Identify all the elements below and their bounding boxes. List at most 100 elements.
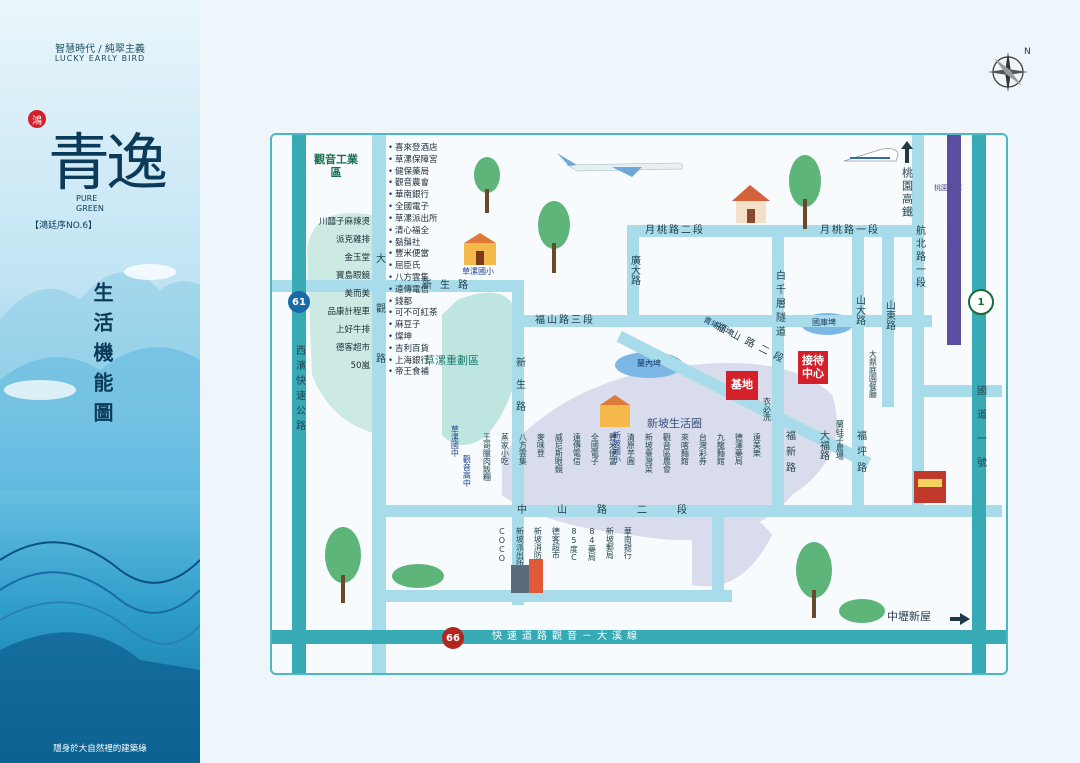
area-pond: 蘭內埤: [637, 359, 661, 368]
poi-dading: 大鼎庭園餐廳: [868, 350, 878, 398]
arrow-right-icon: [950, 613, 970, 625]
school-caolu-elem: 草漯國小: [462, 267, 494, 276]
poi-dayuan-item: 帝王食補: [388, 367, 508, 379]
logo-green: GREEN: [76, 204, 104, 213]
label-baiqian: 白千層隧道: [773, 270, 785, 340]
road-yuetao2: [627, 225, 917, 237]
poi-zhongshan-top-item: 王哥臘肉飯糰: [482, 433, 492, 481]
label-metro: 桃園捷運: [934, 184, 962, 192]
tree-icon-5: [796, 542, 832, 618]
poi-zhongshan-top-item: 遠美樂: [752, 433, 762, 457]
tree-icon: [325, 527, 361, 603]
building-icon: [511, 559, 543, 593]
shield-1: 1: [968, 289, 994, 315]
poi-dayuan-item: 八方雲集: [388, 273, 508, 285]
poi-zhongshan-top-item: 新坡臺灣菜: [644, 433, 654, 473]
poi-dayuan-item: 觀音農會: [388, 178, 508, 190]
poi-lanwa: 蘭蛙子農場: [835, 420, 845, 460]
poi-zhongshan-top-item: 九龍麵館: [716, 433, 726, 465]
poi-zhongshan-top-item: 觀音區農會: [662, 433, 672, 473]
road-connector: [712, 512, 724, 602]
metro-line: [947, 135, 961, 345]
road-shandong: [882, 237, 894, 407]
road-qingpu-v: [912, 225, 924, 515]
poi-left-item: 品康計程車: [327, 307, 370, 318]
poi-list-left: 川囍子麻辣燙 派克雞排 金玉堂 寶島眼鏡 美而美 品康計程車 上好牛排 德客超市 50嵐: [310, 213, 370, 375]
poi-left-item: 50嵐: [350, 361, 370, 372]
label-fuping: 福坪路: [854, 430, 866, 478]
poi-dayuan-item: 草漯保障宮: [388, 155, 508, 167]
area-industrial: 觀音工業區: [314, 153, 358, 180]
poi-dayuan-item: 全國電子: [388, 202, 508, 214]
poi-left-item: 寶島眼鏡: [335, 271, 370, 282]
site-marker[interactable]: 基地: [726, 371, 758, 400]
tree-icon-2: [474, 157, 500, 213]
tagline: 智慧時代 / 純翠主義: [55, 44, 145, 55]
bush-icon-2: [839, 599, 885, 623]
poi-zhongshan-top-item: 豐米便當: [608, 433, 618, 465]
school-guanyin-high: 觀音高中: [462, 455, 472, 487]
tree-icon-3: [538, 201, 570, 273]
logo-title: 青逸: [48, 126, 168, 199]
poi-zhongshan-top-item: 威尼斯眼鏡: [554, 433, 564, 473]
poi-zhongshan-top-item: 來喀麵館: [680, 433, 690, 465]
poi-zhongshan-bottom-item: 新坡郵局: [605, 527, 615, 559]
poi-dayuan-item: 鬍鬚社: [388, 238, 508, 250]
road-dayuan: [372, 135, 386, 673]
poi-left-item: 金玉堂: [344, 253, 370, 264]
poi-dayuan-item: 可不可紅茶: [388, 308, 508, 320]
xinpo-school-icon: [600, 395, 630, 427]
label-yuetao1: 月桃路一段: [820, 225, 880, 236]
poi-dayuan-item: 錢都: [388, 297, 508, 309]
tree-icon-4: [789, 155, 821, 229]
road-zhongshan2: [372, 505, 1002, 517]
footer-slogan: 隱身於大自然裡的建築綠: [53, 744, 147, 754]
label-taoyuan-hsr: 桃園高鐵: [900, 167, 914, 219]
school-caolu-middle: 草漯國中: [450, 425, 460, 457]
road-shanda: [852, 237, 864, 507]
road-baiqian: [772, 237, 784, 507]
label-hangbei: 航北路一段: [913, 225, 925, 290]
label-shandong: 山東路: [883, 300, 895, 330]
poi-dayuan-item: 上海銀行: [388, 356, 508, 368]
poi-zhongshan-bottom-item: 新坡消防局: [533, 527, 543, 567]
reception-marker[interactable]: 接待中心: [798, 351, 828, 385]
label-dafu: 大福路: [817, 430, 829, 460]
tagline-en: LUCKY EARLY BIRD: [54, 54, 146, 63]
poi-left-item: 上好牛排: [335, 325, 370, 336]
poi-dayuan-item: 屈臣氏: [388, 261, 508, 273]
highway-xibin: [292, 135, 306, 673]
airplane-icon: [557, 153, 684, 177]
poi-zhongshan-top-item: 八方雲集: [518, 433, 528, 465]
poi-dayuan-item: 麻豆子: [388, 320, 508, 332]
mountain-landscape: [0, 264, 200, 763]
poi-zhongshan-top-item: 遠傳電信: [572, 433, 582, 465]
series-label: 【鴻廷序NO.6】: [30, 221, 98, 231]
poi-dayuan-item: 華南銀行: [388, 190, 508, 202]
poi-left-item: 美而美: [344, 289, 370, 300]
label-xibin: 西濱快速公路: [293, 345, 305, 435]
map-frame: 觀音工業區 草漯重劃區 新坡生活圈 蘭內埤 國庫埤 青埔仔埤 新生路 新生路 福…: [270, 133, 1008, 675]
label-fuxin: 福新路: [783, 430, 795, 478]
poi-dayuan-item: 遠傳電信: [388, 285, 508, 297]
poi-zhongshan-top-item: 全國電子: [590, 433, 600, 465]
page-title: 生活機能圖: [90, 282, 114, 432]
road-south: [372, 590, 732, 602]
label-zhongshan2: 中山路二段: [517, 505, 717, 516]
shield-66: 66: [442, 627, 464, 649]
house-icon: [732, 185, 770, 223]
arrow-up-icon: [901, 141, 913, 163]
label-kuaisu: 快速道路觀音－大溪線: [492, 631, 642, 642]
svg-text:N: N: [1024, 47, 1031, 57]
poi-left-item: 德客超市: [335, 343, 370, 354]
logo-pure: PURE: [76, 194, 98, 203]
poi-dayuan-item: 喜來登酒店: [388, 143, 508, 155]
road-fushan3: [512, 315, 932, 327]
road-xinsheng-v: [512, 280, 524, 605]
poi-dayuan-item: 燦坤: [388, 332, 508, 344]
poi-zhongshan-bottom-item: 華南銀行: [623, 527, 633, 559]
poi-yibixi: 衣必洗: [762, 397, 772, 421]
school-xinpo-elem: 新坡國小: [612, 431, 622, 463]
label-qingpu: 青埔路: [946, 215, 958, 245]
cyclist-icon: [732, 365, 733, 366]
